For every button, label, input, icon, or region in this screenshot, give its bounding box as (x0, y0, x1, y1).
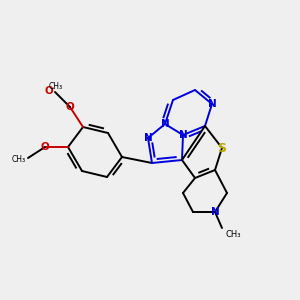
Text: N: N (144, 133, 152, 143)
Text: CH₃: CH₃ (49, 82, 63, 91)
Text: N: N (211, 207, 219, 217)
Text: N: N (178, 130, 188, 140)
Text: N: N (160, 119, 169, 129)
Text: CH₃: CH₃ (12, 154, 26, 164)
Text: O: O (44, 86, 53, 96)
Text: O: O (66, 102, 74, 112)
Text: S: S (218, 142, 226, 154)
Text: N: N (208, 99, 216, 109)
Text: CH₃: CH₃ (225, 230, 241, 239)
Text: O: O (40, 142, 50, 152)
